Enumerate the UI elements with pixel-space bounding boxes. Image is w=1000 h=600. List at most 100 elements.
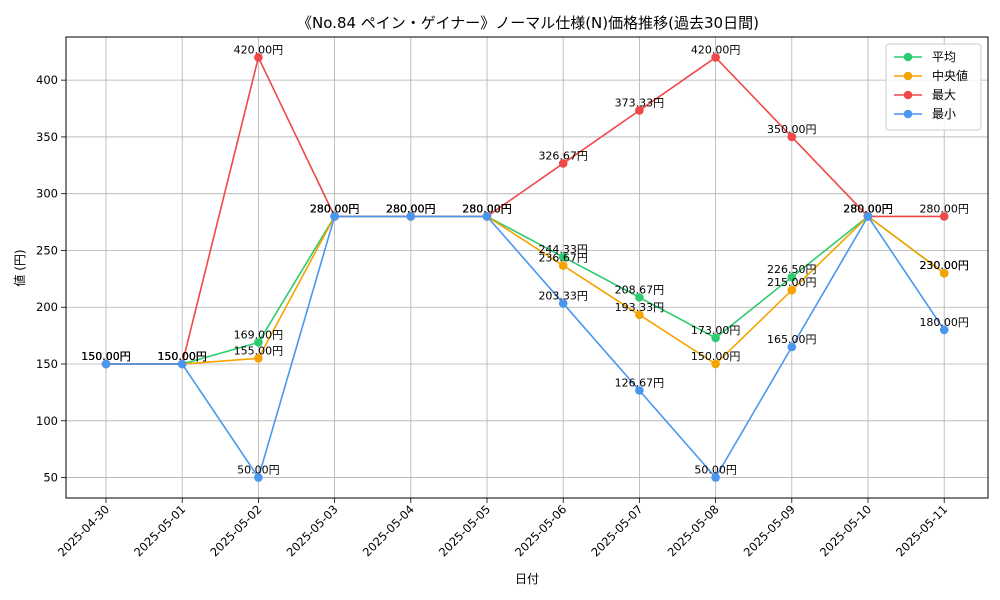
data-label: 350.00円 bbox=[767, 123, 817, 136]
data-label: 150.00円 bbox=[81, 350, 131, 363]
data-point bbox=[635, 386, 644, 395]
legend-swatch-marker bbox=[903, 90, 913, 100]
y-tick-label: 100 bbox=[36, 414, 58, 428]
legend-box bbox=[885, 43, 982, 131]
chart-title: 《No.84 ペイン・ゲイナー》ノーマル仕様(N)価格推移(過去30日間) bbox=[297, 14, 759, 32]
x-tick-label: 2025-05-07 bbox=[588, 502, 645, 559]
x-axis-label: 日付 bbox=[515, 572, 539, 586]
legend-label: 最大 bbox=[932, 88, 956, 102]
data-label: 280.00円 bbox=[843, 202, 893, 215]
legend-swatch-marker bbox=[903, 52, 913, 62]
x-tick-label: 2025-05-11 bbox=[893, 502, 950, 559]
data-label: 50.00円 bbox=[237, 464, 280, 477]
data-label: 230.00円 bbox=[919, 259, 969, 272]
data-label: 150.00円 bbox=[81, 350, 131, 363]
x-tick-label: 2025-04-30 bbox=[55, 502, 112, 559]
data-label: 420.00円 bbox=[234, 43, 284, 56]
data-label: 150.00円 bbox=[157, 350, 207, 363]
data-point bbox=[787, 132, 797, 142]
data-point bbox=[558, 159, 568, 168]
grid bbox=[66, 37, 988, 498]
data-label: 280.00円 bbox=[310, 202, 360, 215]
y-tick-label: 50 bbox=[43, 471, 58, 485]
data-point bbox=[558, 252, 568, 262]
series-line-2 bbox=[106, 55, 945, 365]
y-tick-label: 150 bbox=[36, 357, 58, 371]
data-point bbox=[787, 272, 797, 282]
data-label: 230.00円 bbox=[919, 259, 969, 272]
data-label: 280.00円 bbox=[386, 202, 436, 215]
plot-frame bbox=[65, 36, 989, 499]
data-point bbox=[177, 359, 187, 369]
data-point bbox=[939, 268, 949, 278]
data-label: 373.33円 bbox=[615, 96, 665, 109]
data-label: 280.00円 bbox=[919, 202, 969, 215]
data-label: 236.67円 bbox=[538, 252, 588, 265]
series-group bbox=[101, 53, 949, 482]
data-label: 193.33円 bbox=[615, 301, 665, 314]
data-label: 180.00円 bbox=[919, 316, 969, 329]
data-point bbox=[863, 212, 873, 221]
data-point bbox=[558, 299, 568, 308]
data-label: 150.00円 bbox=[157, 350, 207, 363]
legend-label: 中央値 bbox=[932, 68, 968, 83]
data-point bbox=[939, 325, 949, 335]
data-label: 280.00円 bbox=[843, 202, 893, 215]
data-labels: 150.00円 150.00円 169.00円 280.00円 280.00円 280.0… bbox=[81, 43, 969, 476]
data-label: 173.00円 bbox=[691, 324, 741, 337]
x-tick-label: 2025-05-06 bbox=[512, 502, 569, 559]
data-point bbox=[787, 342, 797, 352]
data-label: 215.00円 bbox=[767, 276, 817, 289]
data-label: 280.00円 bbox=[310, 202, 360, 215]
legend-label: 平均 bbox=[932, 50, 956, 64]
data-label: 150.00円 bbox=[691, 350, 741, 363]
data-point bbox=[254, 53, 263, 62]
x-tick-label: 2025-05-10 bbox=[817, 502, 874, 559]
data-label: 280.00円 bbox=[386, 202, 436, 215]
data-point bbox=[482, 212, 492, 221]
data-point bbox=[711, 473, 720, 482]
data-label: 280.00円 bbox=[386, 202, 436, 215]
data-label: 208.67円 bbox=[615, 283, 665, 296]
data-label: 280.00円 bbox=[310, 202, 360, 215]
x-tick-label: 2025-05-03 bbox=[284, 502, 341, 559]
data-point bbox=[635, 106, 644, 115]
data-point bbox=[635, 310, 644, 320]
data-label: 50.00円 bbox=[694, 464, 737, 477]
y-tick-label: 200 bbox=[36, 300, 58, 314]
data-point bbox=[711, 53, 720, 62]
data-label: 280.00円 bbox=[462, 202, 512, 215]
data-point bbox=[406, 212, 416, 221]
data-label: 280.00円 bbox=[310, 202, 360, 215]
data-point bbox=[254, 473, 263, 482]
y-tick-label: 350 bbox=[36, 130, 58, 144]
data-label: 150.00円 bbox=[157, 350, 207, 363]
series-line-0 bbox=[106, 215, 945, 365]
y-tick-label: 250 bbox=[36, 243, 58, 257]
data-point bbox=[254, 354, 263, 363]
data-point bbox=[711, 333, 720, 343]
data-label: 280.00円 bbox=[462, 202, 512, 215]
data-label: 150.00円 bbox=[157, 350, 207, 363]
y-tick-label: 400 bbox=[36, 73, 58, 87]
data-label: 244.33円 bbox=[538, 243, 588, 256]
data-label: 420.00円 bbox=[691, 43, 741, 56]
data-label: 326.67円 bbox=[538, 149, 588, 162]
series-line-3 bbox=[106, 214, 945, 480]
data-label: 150.00円 bbox=[81, 350, 131, 363]
data-point bbox=[787, 285, 797, 295]
data-label: 155.00円 bbox=[234, 344, 284, 357]
data-label: 280.00円 bbox=[462, 202, 512, 215]
x-tick-label: 2025-05-01 bbox=[131, 502, 188, 559]
data-label: 280.00円 bbox=[386, 202, 436, 215]
data-point bbox=[101, 359, 111, 369]
x-tick-label: 2025-05-04 bbox=[360, 502, 417, 559]
data-label: 165.00円 bbox=[767, 333, 817, 346]
data-point bbox=[939, 212, 949, 221]
x-tick-label: 2025-05-05 bbox=[436, 502, 493, 559]
y-axis-label: 値 (円) bbox=[12, 249, 27, 286]
data-label: 126.67円 bbox=[615, 377, 665, 390]
data-point bbox=[254, 338, 263, 347]
